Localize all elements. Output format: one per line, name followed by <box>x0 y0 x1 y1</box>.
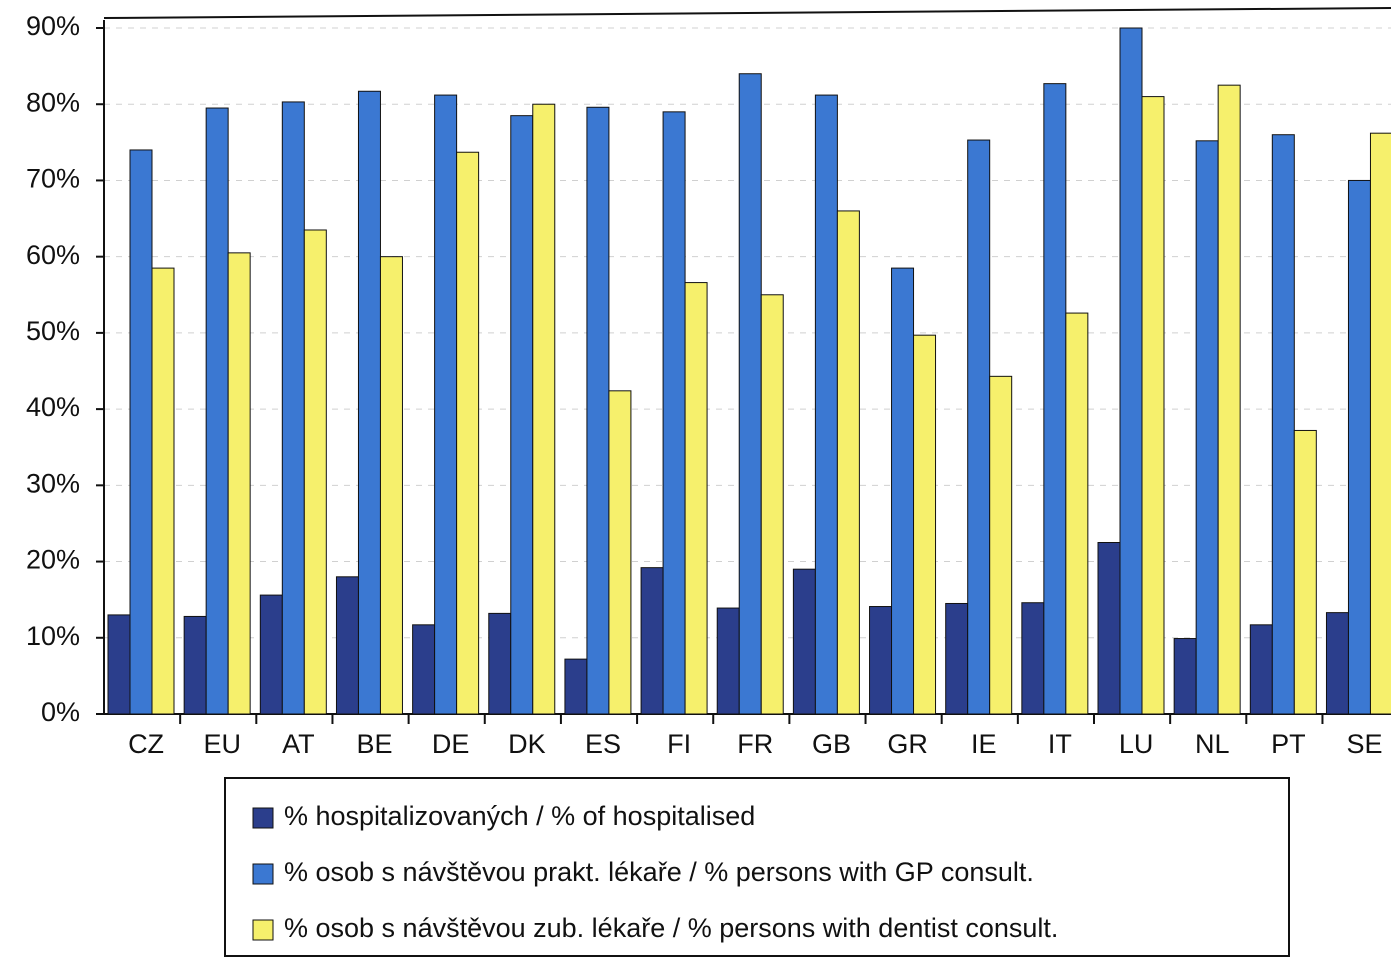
bar <box>1141 96 1165 715</box>
bar <box>814 94 838 715</box>
bar <box>608 390 632 715</box>
bar <box>357 90 381 715</box>
y-tick-label: 0% <box>41 697 80 727</box>
bar <box>1195 140 1219 715</box>
bar <box>335 576 359 715</box>
x-tick-label: SE <box>1347 729 1383 759</box>
bar <box>183 615 207 715</box>
x-tick-label: EU <box>203 729 241 759</box>
bar <box>1097 542 1121 715</box>
bar <box>1293 429 1317 715</box>
bar <box>107 614 131 715</box>
bar <box>792 568 816 715</box>
bar <box>303 229 327 715</box>
bar <box>456 151 480 715</box>
x-tick-label: PT <box>1271 729 1306 759</box>
x-tick-label: FR <box>737 729 773 759</box>
bar <box>640 567 664 715</box>
bar <box>488 612 512 715</box>
y-tick-label: 40% <box>26 392 80 422</box>
bar <box>1173 638 1197 715</box>
legend-label: % hospitalizovaných / % of hospitalised <box>284 801 755 831</box>
bar <box>1119 27 1143 715</box>
x-tick-label: CZ <box>128 729 164 759</box>
bar <box>586 106 610 715</box>
legend-label: % osob s návštěvou prakt. lékaře / % per… <box>284 857 1034 887</box>
bar <box>662 111 686 715</box>
bar <box>1325 612 1349 715</box>
bar <box>1021 602 1045 715</box>
x-tick-label: FI <box>667 729 691 759</box>
bar <box>716 607 740 715</box>
bar <box>1347 179 1371 715</box>
y-tick-label: 50% <box>26 316 80 346</box>
y-tick-label: 30% <box>26 468 80 498</box>
bar <box>227 252 251 715</box>
bar <box>129 149 153 715</box>
bar <box>684 282 708 715</box>
y-tick-label: 80% <box>26 87 80 117</box>
bar <box>205 107 229 715</box>
y-tick-label: 10% <box>26 621 80 651</box>
bar <box>913 334 937 715</box>
bar <box>945 602 969 715</box>
bar <box>281 101 305 715</box>
bar <box>532 103 556 715</box>
bar <box>738 73 762 715</box>
x-tick-label: GB <box>812 729 851 759</box>
bar <box>412 624 436 715</box>
bar <box>1249 624 1273 715</box>
legend-label: % osob s návštěvou zub. lékaře / % perso… <box>284 913 1058 943</box>
bar <box>869 606 893 715</box>
legend-swatch <box>252 919 274 941</box>
y-tick-label: 70% <box>26 164 80 194</box>
x-tick-label: DE <box>432 729 470 759</box>
x-tick-label: GR <box>887 729 928 759</box>
y-tick-label: 90% <box>26 11 80 41</box>
bar <box>1065 312 1089 715</box>
x-tick-label: IE <box>971 729 997 759</box>
bar <box>379 256 403 715</box>
x-tick-label: ES <box>585 729 621 759</box>
x-tick-label: NL <box>1195 729 1230 759</box>
bar <box>989 375 1013 715</box>
bar <box>259 594 283 715</box>
bar <box>891 267 915 715</box>
top-border <box>103 7 1391 19</box>
y-tick-label: 20% <box>26 545 80 575</box>
bar <box>151 267 175 715</box>
x-tick-label: BE <box>357 729 393 759</box>
legend-swatch <box>252 863 274 885</box>
bar <box>564 658 588 715</box>
x-tick-label: DK <box>508 729 546 759</box>
x-tick-label: LU <box>1119 729 1154 759</box>
bar <box>1043 83 1067 715</box>
bar <box>1271 134 1295 715</box>
legend-box <box>224 777 1290 957</box>
bar <box>434 94 458 715</box>
bar <box>836 210 860 715</box>
y-tick-label: 60% <box>26 240 80 270</box>
x-tick-label: AT <box>282 729 315 759</box>
bar <box>1217 84 1241 715</box>
bar <box>967 139 991 715</box>
bar <box>1369 132 1391 715</box>
x-tick-label: IT <box>1048 729 1072 759</box>
bar <box>510 115 534 715</box>
bar <box>760 294 784 715</box>
legend-swatch <box>252 807 274 829</box>
